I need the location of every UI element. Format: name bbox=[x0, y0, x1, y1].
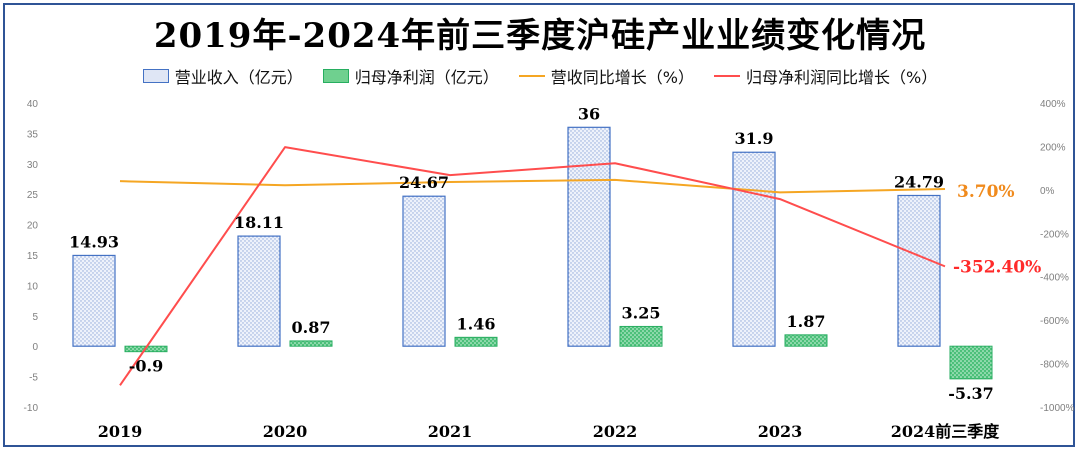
revenue-bar-label: 18.11 bbox=[234, 213, 284, 232]
revenue-bar bbox=[567, 126, 611, 347]
revenue-bar bbox=[732, 151, 776, 347]
legend-swatch-profit bbox=[322, 69, 349, 83]
right-axis-tick-label: -600% bbox=[1040, 316, 1069, 327]
x-axis-category-label: 2020 bbox=[263, 422, 308, 441]
legend-item-profit: 归母净利润（亿元） bbox=[322, 64, 499, 88]
legend-swatch-revenue-growth bbox=[518, 75, 545, 77]
x-axis-category-label: 2023 bbox=[758, 422, 803, 441]
left-axis-tick-label: 20 bbox=[27, 221, 39, 232]
left-axis-tick-label: 40 bbox=[27, 99, 39, 110]
revenue-bar bbox=[237, 235, 281, 347]
profit-growth-line bbox=[119, 146, 946, 386]
profit-bar-label: -5.37 bbox=[948, 384, 994, 403]
left-axis-tick-label: 15 bbox=[27, 251, 39, 262]
left-axis-tick-label: 5 bbox=[32, 312, 38, 323]
right-axis-tick-label: -1000% bbox=[1040, 403, 1075, 414]
chart-frame bbox=[3, 3, 1075, 447]
right-axis-tick-label: 0% bbox=[1040, 186, 1055, 197]
right-axis-tick-label: 400% bbox=[1040, 99, 1066, 110]
legend-item-revenue-growth: 营收同比增长（%） bbox=[518, 64, 695, 88]
revenue-bar-label: 24.67 bbox=[399, 173, 449, 192]
profit-bar bbox=[289, 340, 333, 347]
right-axis-tick-label: -400% bbox=[1040, 273, 1069, 284]
legend-label-revenue-growth: 营收同比增长（%） bbox=[550, 68, 695, 87]
legend-swatch-profit-growth bbox=[714, 75, 741, 77]
profit-bar-label: -0.9 bbox=[129, 357, 163, 376]
revenue-bar-label: 14.93 bbox=[69, 232, 119, 251]
x-axis-category-label: 2022 bbox=[593, 422, 638, 441]
revenue-growth-end-label: 3.70% bbox=[957, 182, 1015, 202]
revenue-bar bbox=[402, 195, 446, 347]
profit-bar-label: 1.87 bbox=[787, 312, 826, 331]
revenue-bar-label: 36 bbox=[578, 104, 600, 123]
left-axis-tick-label: 0 bbox=[32, 342, 38, 353]
chart-title: 2019年-2024年前三季度沪硅产业业绩变化情况 bbox=[153, 16, 927, 56]
profit-bar bbox=[619, 325, 663, 347]
profit-bar-label: 0.87 bbox=[292, 318, 331, 337]
legend-swatch-revenue bbox=[142, 69, 169, 83]
profit-bar bbox=[454, 336, 498, 347]
profit-bar bbox=[784, 334, 828, 347]
legend-item-profit-growth: 归母净利润同比增长（%） bbox=[714, 64, 937, 88]
left-axis-tick-label: 25 bbox=[27, 190, 39, 201]
left-axis-tick-label: 35 bbox=[27, 129, 39, 140]
revenue-growth-line bbox=[119, 178, 946, 194]
chart-legend: 营业收入（亿元） 归母净利润（亿元） 营收同比增长（%） 归母净利润同比增长（%… bbox=[0, 64, 1080, 88]
x-axis-category-label: 2019 bbox=[98, 422, 143, 441]
profit-growth-end-label: -352.40% bbox=[953, 257, 1041, 277]
legend-label-profit: 归母净利润（亿元） bbox=[354, 68, 499, 87]
left-axis-tick-label: 30 bbox=[27, 160, 39, 171]
right-axis-tick-label: -800% bbox=[1040, 360, 1069, 371]
revenue-bar bbox=[72, 254, 116, 347]
left-axis-tick-label: -5 bbox=[29, 373, 38, 384]
x-axis-category-label: 2021 bbox=[428, 422, 473, 441]
left-axis-tick-label: 10 bbox=[27, 281, 39, 292]
revenue-bar bbox=[897, 194, 941, 347]
right-axis-tick-label: -200% bbox=[1040, 229, 1069, 240]
x-axis-category-label: 2024前三季度 bbox=[891, 422, 1001, 441]
legend-item-revenue: 营业收入（亿元） bbox=[142, 64, 303, 88]
revenue-bar-label: 31.9 bbox=[735, 129, 774, 148]
profit-bar-label: 1.46 bbox=[457, 314, 496, 333]
revenue-bar-label: 24.79 bbox=[894, 172, 944, 191]
left-axis-tick-label: -10 bbox=[24, 403, 39, 414]
profit-bar-label: 3.25 bbox=[622, 303, 661, 322]
legend-label-revenue: 营业收入（亿元） bbox=[174, 68, 303, 87]
profit-bar bbox=[949, 345, 993, 380]
right-axis-tick-label: 200% bbox=[1040, 142, 1066, 153]
legend-label-profit-growth: 归母净利润同比增长（%） bbox=[746, 68, 938, 87]
